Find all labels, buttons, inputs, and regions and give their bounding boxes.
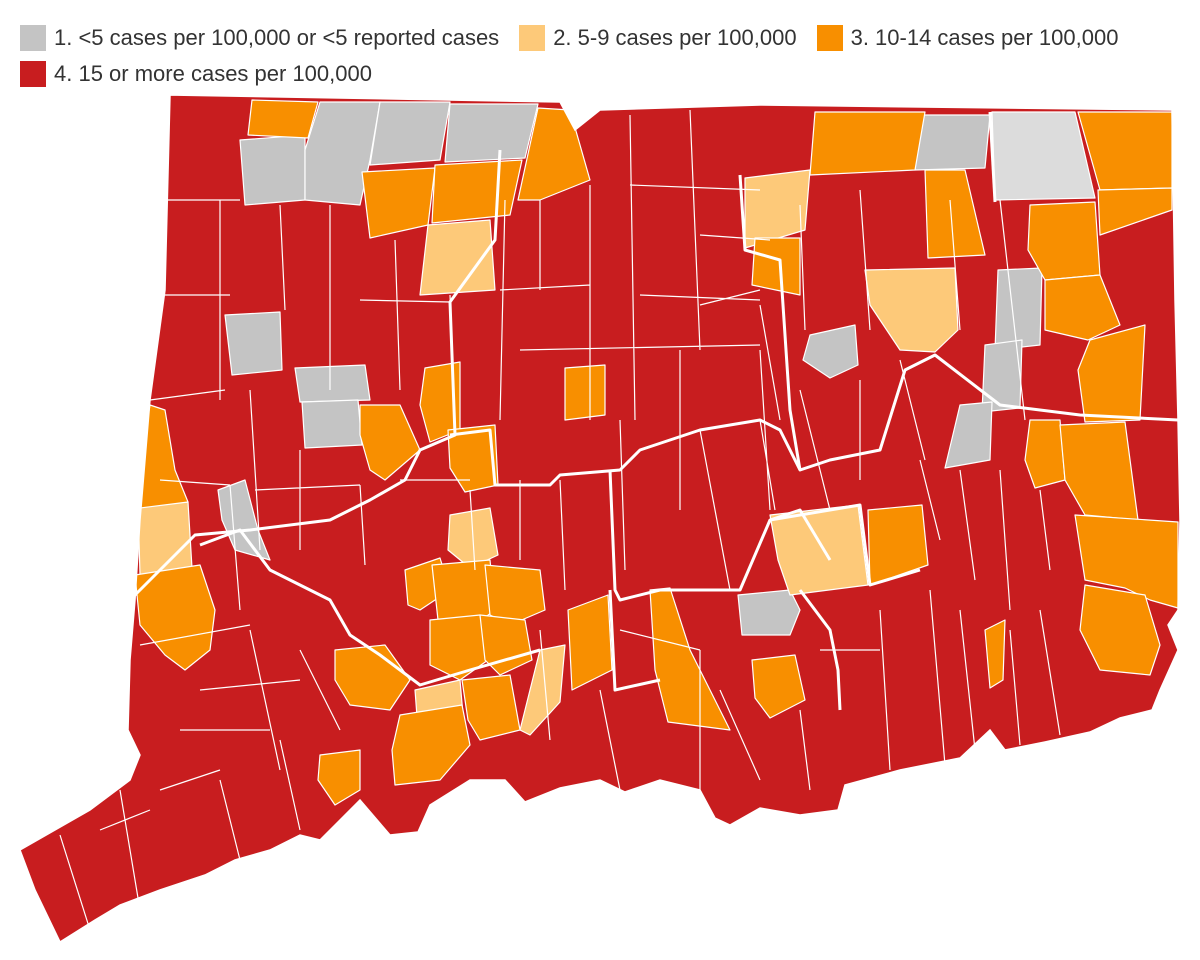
town-polygon — [134, 564, 216, 671]
town-polygon — [867, 504, 929, 586]
county-border — [738, 174, 802, 471]
town-polygon — [914, 114, 991, 171]
town-polygon — [461, 674, 521, 741]
town-polygon — [981, 339, 1023, 413]
town-polygon — [744, 169, 811, 249]
town-polygon — [431, 159, 523, 224]
town-polygon — [1077, 324, 1146, 423]
town-polygon — [391, 704, 471, 786]
town-polygon — [1074, 514, 1179, 609]
town-polygon — [737, 589, 801, 636]
connecticut-town-map — [19, 94, 1181, 944]
county-border — [449, 353, 1179, 487]
town-polygon — [479, 614, 533, 676]
town-polygon — [294, 364, 371, 403]
town-polygon — [247, 99, 319, 139]
town-polygon — [984, 619, 1006, 689]
legend-label-category-4: 4. 15 or more cases per 100,000 — [54, 61, 372, 86]
town-polygon — [317, 749, 361, 806]
town-polygon — [1079, 584, 1161, 676]
legend-label-category-2: 2. 5-9 cases per 100,000 — [553, 25, 797, 50]
town-polygon — [239, 134, 306, 206]
county-border — [798, 589, 842, 711]
legend-swatch-orange — [816, 25, 843, 51]
town-polygon — [1027, 201, 1101, 281]
county-border — [199, 528, 541, 687]
legend-label-category-3: 3. 10-14 cases per 100,000 — [850, 25, 1119, 50]
town-polygon — [419, 219, 496, 296]
legend-swatch-gray — [20, 25, 46, 51]
town-polygon — [224, 311, 283, 376]
town-polygon — [1097, 187, 1173, 236]
town-polygon — [334, 644, 411, 711]
town-polygon — [444, 103, 539, 163]
town-polygon — [802, 324, 859, 379]
county-border — [769, 503, 921, 587]
town-polygon — [419, 361, 461, 443]
state-outline — [19, 94, 1181, 944]
county-border — [988, 111, 997, 203]
town-polygon — [359, 404, 421, 481]
legend-swatch-red — [20, 61, 46, 87]
county-border — [608, 589, 661, 692]
legend-item-category-2: 2. 5-9 cases per 100,000 — [519, 25, 797, 51]
county-borders — [133, 111, 1179, 711]
map-legend: 1. <5 cases per 100,000 or <5 reported c… — [20, 20, 1190, 92]
town-polygon — [751, 654, 806, 719]
town-polygon — [361, 167, 436, 239]
towns-category-2 — [137, 169, 959, 739]
town-polygon — [809, 111, 926, 176]
town-polygon — [369, 101, 451, 166]
town-layer — [20, 95, 1180, 942]
towns-category-3 — [134, 99, 1179, 806]
town-polygon — [447, 424, 499, 493]
town-polygon — [649, 587, 731, 731]
town-polygon — [567, 594, 613, 691]
town-borders — [59, 109, 1061, 931]
towns-category-1 — [217, 101, 1043, 636]
legend-item-category-3: 3. 10-14 cases per 100,000 — [816, 25, 1119, 51]
county-border — [608, 469, 832, 602]
legend-label-category-1: 1. <5 cases per 100,000 or <5 reported c… — [54, 25, 500, 50]
town-border — [59, 109, 1061, 931]
town-polygon — [519, 644, 566, 736]
town-polygon — [924, 169, 986, 259]
town-polygon — [994, 267, 1043, 351]
legend-swatch-light-orange — [519, 25, 546, 51]
town-polygon — [1024, 419, 1066, 489]
town-polygon — [1044, 274, 1121, 341]
town-polygon — [484, 564, 546, 626]
town-polygon — [944, 401, 993, 469]
town-polygon — [751, 237, 801, 296]
legend-item-category-1: 1. <5 cases per 100,000 or <5 reported c… — [20, 25, 499, 51]
town-polygon — [564, 364, 606, 421]
legend-row-2: 4. 15 or more cases per 100,000 — [20, 56, 1190, 92]
town-polygon — [301, 399, 363, 449]
legend-item-category-4: 4. 15 or more cases per 100,000 — [20, 61, 372, 87]
legend-row-1: 1. <5 cases per 100,000 or <5 reported c… — [20, 20, 1190, 56]
